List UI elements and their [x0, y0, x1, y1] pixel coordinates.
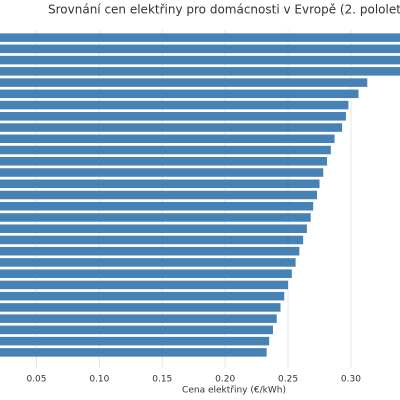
bar	[0, 33, 400, 42]
x-tick-label: 0.05	[26, 375, 46, 385]
bar	[0, 348, 267, 357]
bar	[0, 67, 400, 76]
bar	[0, 179, 320, 189]
bar	[0, 325, 273, 335]
bar	[0, 224, 307, 233]
bar	[0, 100, 349, 110]
bar	[0, 291, 285, 301]
bar	[0, 258, 296, 267]
bar	[0, 145, 331, 155]
bar	[0, 213, 311, 222]
bar	[0, 314, 277, 323]
bar	[0, 269, 292, 278]
x-axis-label: Cena elektřiny (€/kWh)	[182, 386, 286, 396]
bar	[0, 168, 324, 177]
bar	[0, 157, 328, 166]
bar	[0, 303, 281, 312]
bar	[0, 44, 400, 54]
bar	[0, 280, 289, 290]
x-tick-label: 0.25	[278, 375, 298, 385]
bar	[0, 190, 317, 200]
x-tick-label: 0.30	[341, 375, 361, 385]
bar	[0, 112, 346, 121]
x-tick-label: 0.20	[215, 375, 235, 385]
bar	[0, 123, 343, 132]
bar	[0, 201, 314, 211]
x-tick-label: 0.10	[89, 375, 109, 385]
bar	[0, 246, 300, 256]
bar	[0, 78, 368, 87]
bar	[0, 336, 270, 346]
bar	[0, 55, 400, 65]
bar	[0, 235, 304, 245]
bars	[0, 33, 400, 357]
chart-title: Srovnání cen elektřiny pro domácnosti v …	[48, 3, 400, 17]
bar	[0, 89, 359, 99]
bar	[0, 134, 335, 144]
x-tick-label: 0.15	[152, 375, 172, 385]
